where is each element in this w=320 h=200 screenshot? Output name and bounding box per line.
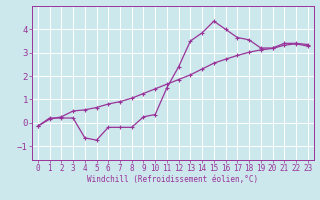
X-axis label: Windchill (Refroidissement éolien,°C): Windchill (Refroidissement éolien,°C)	[87, 175, 258, 184]
